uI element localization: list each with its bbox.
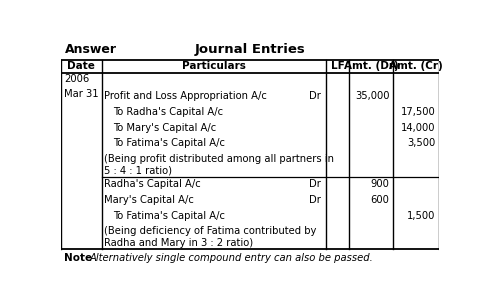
Text: Note: Note [64, 253, 92, 263]
Text: 600: 600 [370, 195, 389, 205]
Text: To Radha's Capital A/c: To Radha's Capital A/c [113, 107, 224, 117]
Text: 3,500: 3,500 [407, 139, 435, 148]
Text: Amt. (Dr): Amt. (Dr) [344, 61, 399, 72]
Text: Date: Date [67, 61, 95, 72]
Text: Particulars: Particulars [182, 61, 246, 72]
Text: Radha's Capital A/c: Radha's Capital A/c [104, 179, 201, 189]
Text: 900: 900 [370, 179, 389, 189]
Text: Radha and Mary in 3 : 2 ratio): Radha and Mary in 3 : 2 ratio) [104, 238, 253, 248]
Text: Dr: Dr [309, 179, 321, 189]
Text: Mar 31: Mar 31 [64, 89, 99, 99]
Text: To Mary's Capital A/c: To Mary's Capital A/c [113, 123, 217, 133]
Text: Journal Entries: Journal Entries [195, 43, 305, 56]
Text: 35,000: 35,000 [355, 91, 389, 101]
Text: Dr: Dr [309, 195, 321, 205]
Text: 1,500: 1,500 [407, 211, 435, 221]
Text: Mary's Capital A/c: Mary's Capital A/c [104, 195, 194, 205]
Text: To Fatima's Capital A/c: To Fatima's Capital A/c [113, 139, 225, 148]
Text: 5 : 4 : 1 ratio): 5 : 4 : 1 ratio) [104, 166, 172, 176]
Text: Dr: Dr [309, 91, 321, 101]
Text: (Being deficiency of Fatima contributed by: (Being deficiency of Fatima contributed … [104, 226, 317, 236]
Text: Profit and Loss Appropriation A/c: Profit and Loss Appropriation A/c [104, 91, 267, 101]
Text: (Being profit distributed among all partners in: (Being profit distributed among all part… [104, 154, 334, 164]
Text: 17,500: 17,500 [401, 107, 435, 117]
Text: LF: LF [330, 61, 345, 72]
Text: Alternatively single compound entry can also be passed.: Alternatively single compound entry can … [89, 253, 373, 263]
Text: 2006: 2006 [64, 74, 89, 84]
Text: Answer: Answer [65, 43, 117, 56]
Text: Amt. (Cr): Amt. (Cr) [389, 61, 443, 72]
Text: 14,000: 14,000 [401, 123, 435, 133]
Text: To Fatima's Capital A/c: To Fatima's Capital A/c [113, 211, 225, 221]
